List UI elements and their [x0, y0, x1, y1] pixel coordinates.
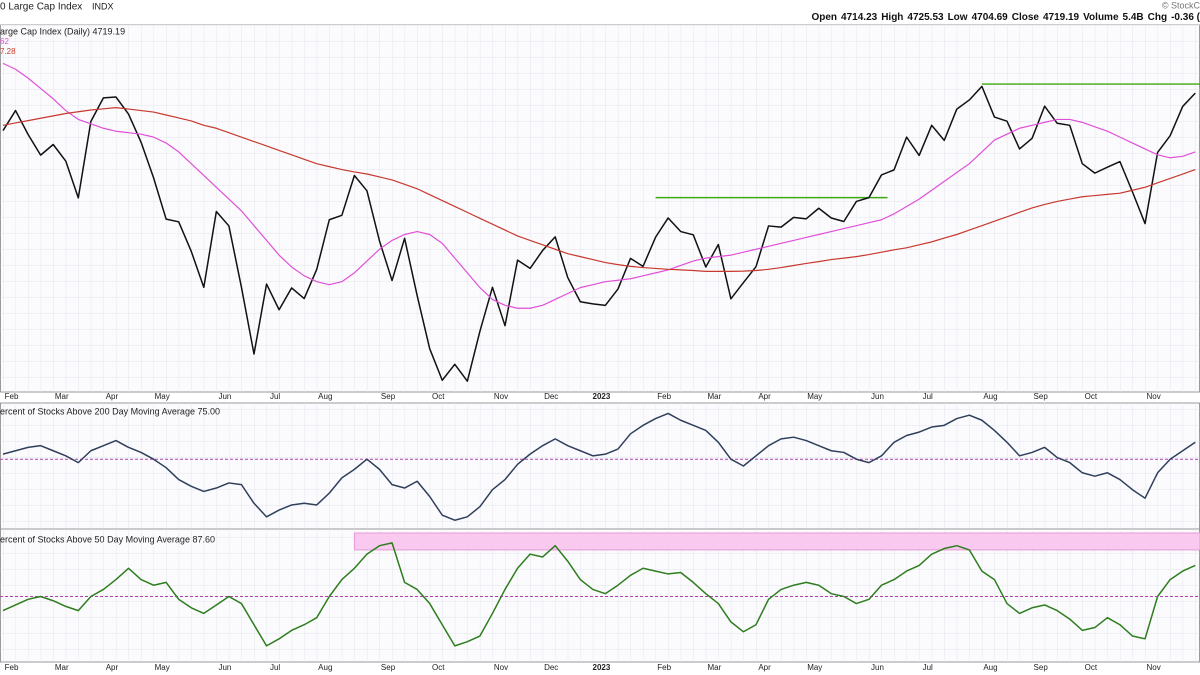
x-tick-label: Jun [218, 663, 231, 672]
x-tick-label: Jul [270, 392, 280, 401]
x-tick-label: Nov [494, 663, 508, 672]
x-tick-label: Mar [55, 663, 69, 672]
quote-value: -0.36 ( [1171, 12, 1200, 23]
series-line [2, 107, 1196, 272]
panel-title: ercent of Stocks Above 50 Day Moving Ave… [0, 534, 215, 544]
quote-value: 4719.19 [1042, 12, 1080, 23]
x-tick-label: Jul [270, 663, 280, 672]
panel-title: arge Cap Index (Daily) 4719.19 [0, 26, 125, 36]
panel [0, 412, 1200, 521]
quote-label: Low [947, 12, 968, 23]
x-tick-label: Apr [758, 663, 771, 672]
quote-label: Chg [1147, 12, 1168, 23]
x-tick-label: Jul [923, 663, 933, 672]
x-tick-label: 2023 [593, 663, 611, 672]
x-tick-label: Nov [1146, 663, 1160, 672]
x-tick-label: Feb [5, 392, 19, 401]
x-tick-label: Mar [707, 663, 721, 672]
quote-label: Close [1011, 12, 1039, 23]
x-tick-label: Nov [494, 392, 508, 401]
x-tick-label: Jul [923, 392, 933, 401]
x-tick-label: Oct [1085, 663, 1098, 672]
quote-label: Open [811, 12, 838, 23]
x-tick-label: May [155, 663, 170, 672]
header-bg [0, 0, 1200, 25]
x-tick-label: Oct [432, 392, 445, 401]
series-line [2, 412, 1196, 521]
x-tick-label: Aug [983, 392, 997, 401]
x-tick-label: Apr [106, 392, 119, 401]
x-tick-label: Apr [758, 392, 771, 401]
x-tick-label: Sep [381, 392, 396, 401]
x-tick-label: Sep [381, 663, 396, 672]
x-tick-label: May [807, 392, 822, 401]
x-tick-label: May [155, 392, 170, 401]
x-tick-label: Mar [707, 392, 721, 401]
x-tick-label: Dec [544, 392, 558, 401]
x-tick-label: Sep [1034, 392, 1049, 401]
x-tick-label: Aug [318, 663, 332, 672]
header-exchange: INDX [92, 1, 114, 11]
x-tick-label: Aug [318, 392, 332, 401]
header-title: 0 Large Cap Index [0, 2, 82, 13]
quote-row: Open 4714.23 High 4725.53 Low 4704.69 Close 471… [807, 12, 1200, 23]
x-tick-label: Aug [983, 663, 997, 672]
x-tick-label: 2023 [593, 392, 611, 401]
series-line [2, 542, 1196, 647]
x-tick-label: Apr [106, 663, 119, 672]
panel-title: ercent of Stocks Above 200 Day Moving Av… [0, 406, 220, 416]
quote-value: 4714.23 [841, 12, 878, 23]
x-tick-label: Feb [657, 392, 671, 401]
highlight-band [353, 532, 1200, 551]
x-tick-label: Mar [55, 392, 69, 401]
panel [2, 62, 1200, 382]
legend-entry: 7.28 [0, 47, 16, 56]
panel-grid [0, 529, 1200, 662]
panel-grid [0, 403, 1200, 529]
legend-entry: 62 [0, 37, 9, 46]
x-tick-label: Jun [218, 392, 231, 401]
x-tick-label: Oct [1085, 392, 1098, 401]
x-tick-label: Feb [657, 663, 671, 672]
quote-label: Volume [1083, 12, 1119, 23]
panel-grid [0, 25, 1200, 392]
x-tick-label: Nov [1146, 392, 1160, 401]
series-line [2, 85, 1196, 382]
x-tick-label: Feb [5, 663, 19, 672]
x-tick-label: Sep [1034, 663, 1049, 672]
x-tick-label: Oct [432, 663, 445, 672]
quote-value: 4725.53 [907, 12, 944, 23]
quote-value: 5.4B [1122, 12, 1144, 23]
series-line [2, 62, 1196, 309]
quote-label: High [881, 12, 904, 23]
x-tick-label: Jun [871, 392, 884, 401]
x-tick-label: May [807, 663, 822, 672]
x-tick-label: Jun [871, 663, 884, 672]
copyright: © StockC [1162, 0, 1200, 10]
x-tick-label: Dec [544, 663, 558, 672]
quote-value: 4704.69 [971, 12, 1008, 23]
